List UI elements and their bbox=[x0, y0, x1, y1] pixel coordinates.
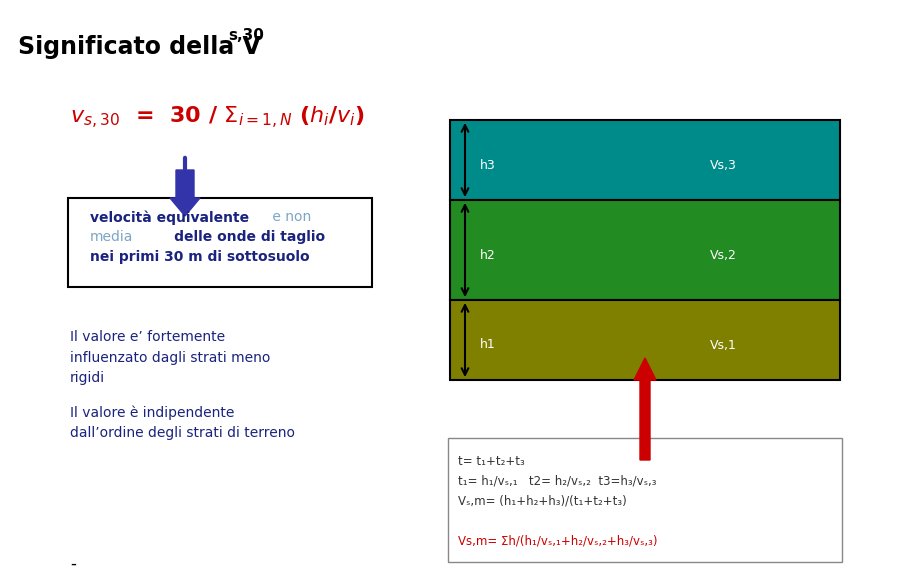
Text: nei primi 30 m di sottosuolo: nei primi 30 m di sottosuolo bbox=[90, 250, 309, 264]
Text: delle onde di taglio: delle onde di taglio bbox=[140, 230, 325, 244]
FancyArrow shape bbox=[170, 170, 200, 216]
Text: Vₛ,m= (h₁+h₂+h₃)/(t₁+t₂+t₃): Vₛ,m= (h₁+h₂+h₃)/(t₁+t₂+t₃) bbox=[458, 495, 627, 508]
Text: Vs,2: Vs,2 bbox=[710, 249, 736, 261]
Bar bbox=[450, 120, 840, 200]
Text: Vs,1: Vs,1 bbox=[710, 339, 736, 352]
Text: $\it{v}_{s,30}$  =  30 / $\Sigma_{i=1,N}$ ($\it{h_i}$/$\it{v_i}$): $\it{v}_{s,30}$ = 30 / $\Sigma_{i=1,N}$ … bbox=[70, 105, 365, 131]
Text: Significato della V: Significato della V bbox=[18, 35, 261, 59]
Text: h2: h2 bbox=[480, 249, 496, 261]
Text: Vs,3: Vs,3 bbox=[710, 159, 736, 171]
Bar bbox=[450, 200, 840, 300]
Text: h3: h3 bbox=[480, 159, 496, 171]
Text: h1: h1 bbox=[480, 339, 496, 352]
Text: t= t₁+t₂+t₃: t= t₁+t₂+t₃ bbox=[458, 455, 525, 468]
FancyBboxPatch shape bbox=[448, 438, 842, 562]
Text: media: media bbox=[90, 230, 134, 244]
FancyArrow shape bbox=[634, 358, 656, 460]
FancyBboxPatch shape bbox=[68, 198, 372, 287]
Text: Vs,m= Σh/(h₁/vₛ,₁+h₂/vₛ,₂+h₃/vₛ,₃): Vs,m= Σh/(h₁/vₛ,₁+h₂/vₛ,₂+h₃/vₛ,₃) bbox=[458, 535, 658, 548]
Text: -: - bbox=[70, 555, 76, 573]
Text: Il valore e’ fortemente
influenzato dagli strati meno
rigidi: Il valore e’ fortemente influenzato dagl… bbox=[70, 330, 270, 385]
Text: e non: e non bbox=[268, 210, 311, 224]
Text: Il valore è indipendente
dall’ordine degli strati di terreno: Il valore è indipendente dall’ordine deg… bbox=[70, 405, 295, 440]
Text: t₁= h₁/vₛ,₁   t2= h₂/vₛ,₂  t3=h₃/vₛ,₃: t₁= h₁/vₛ,₁ t2= h₂/vₛ,₂ t3=h₃/vₛ,₃ bbox=[458, 475, 657, 488]
Text: s,30: s,30 bbox=[228, 28, 264, 43]
Text: velocità equivalente: velocità equivalente bbox=[90, 210, 249, 224]
Bar bbox=[450, 300, 840, 380]
